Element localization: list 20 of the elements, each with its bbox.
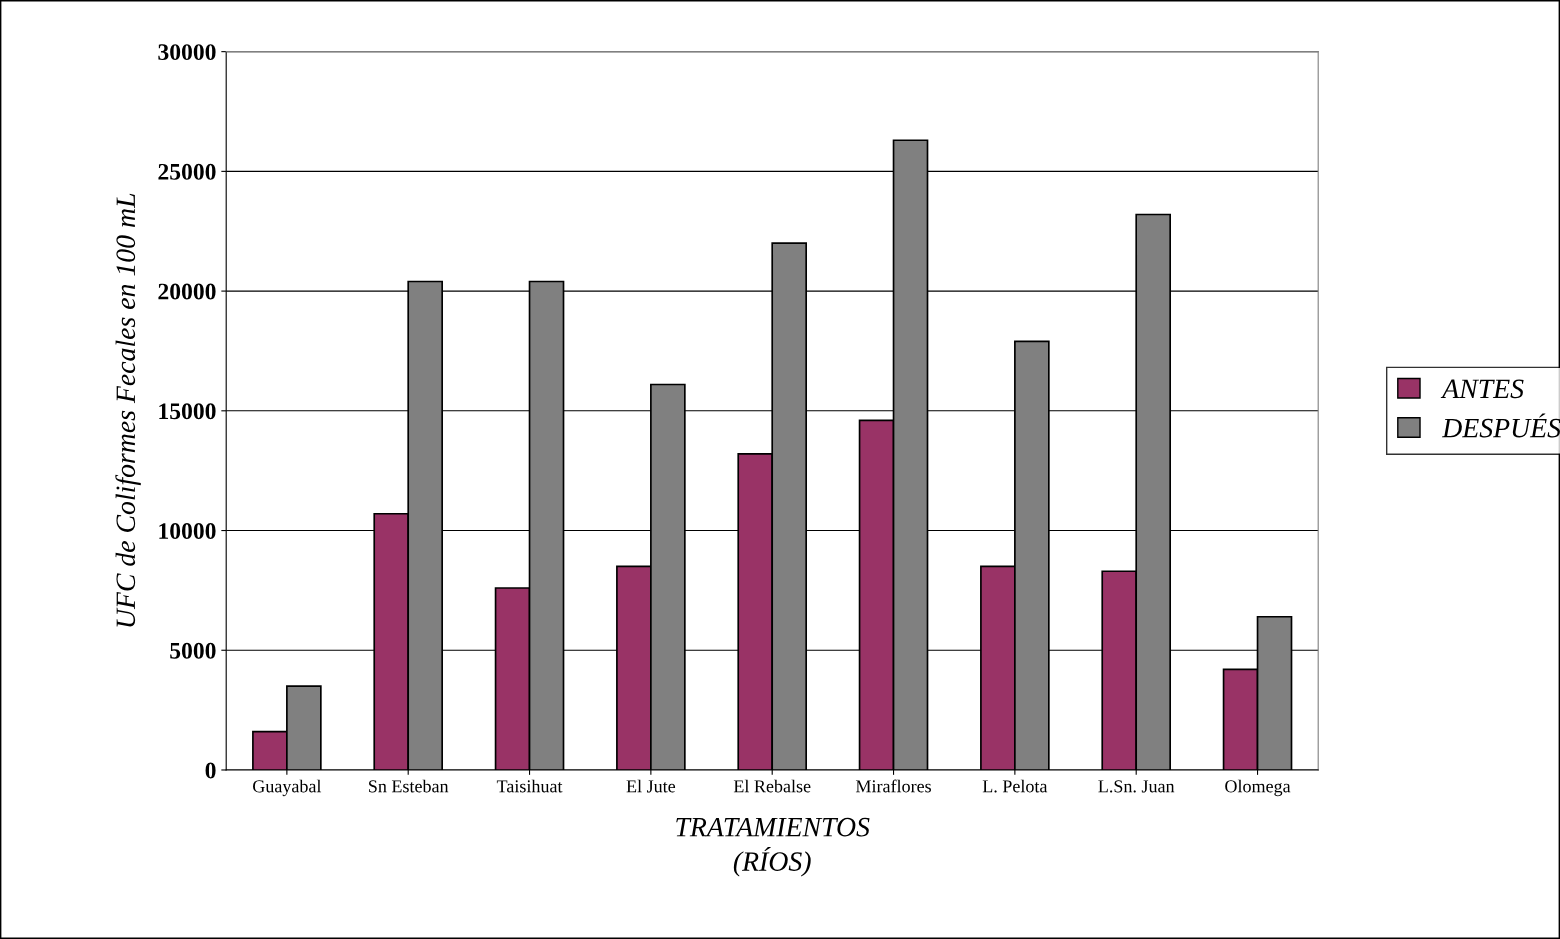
x-tick-label: Taisihuat [496, 779, 563, 793]
y-tick-label: 25000 [158, 163, 216, 180]
x-axis-title: TRATAMIENTOS (RÍOS) [676, 817, 870, 877]
x-tick-label: Olomega [1225, 779, 1291, 797]
y-tick-label: 5000 [170, 642, 216, 659]
x-tick-label: El Jute [626, 779, 676, 793]
y-axis-title: UFC de Coliformes Fecales en 100 mL [115, 193, 141, 627]
x-tick-label: L.Sn. Juan [1098, 780, 1175, 793]
y-tick-label: 10000 [159, 523, 216, 539]
x-tick-label: Miraflores [855, 779, 931, 793]
x-tick-label: Guayabal [253, 779, 322, 797]
y-tick-label: 20000 [158, 283, 216, 300]
x-tick-label: El Rebalse [733, 779, 811, 793]
x-tick-label: L. Pelota [982, 779, 1048, 793]
legend-label: DESPUÉS [1441, 413, 1560, 438]
y-tick-label: 30000 [158, 44, 216, 61]
y-tick-label: 15000 [159, 403, 216, 420]
legend-label: ANTES [1440, 379, 1524, 399]
y-tick-label: 0 [205, 762, 216, 779]
x-tick-label: Sn Esteban [369, 779, 449, 793]
